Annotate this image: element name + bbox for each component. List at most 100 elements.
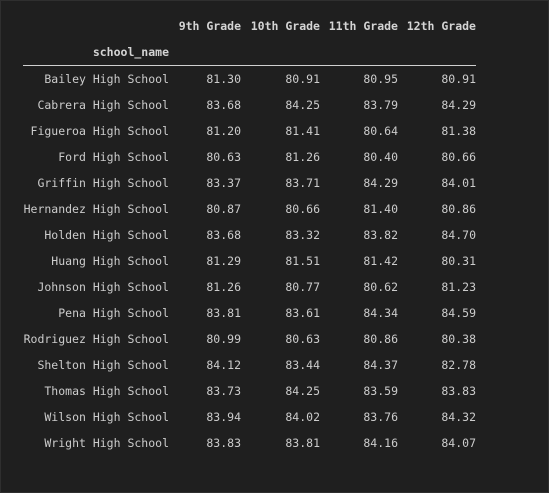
cell-grade-score: 81.38	[441, 124, 476, 138]
row-index-school-name: Pena High School	[58, 306, 169, 320]
cell-grade-score: 83.59	[363, 384, 398, 398]
row-index-school-name: Rodriguez High School	[23, 332, 169, 346]
cell-grade-score: 81.26	[285, 150, 320, 164]
table-row: Holden High School 83.68 83.32 83.82 84.70	[23, 222, 476, 248]
cell-grade-score: 84.70	[441, 228, 476, 242]
index-name-row: school_name	[23, 39, 476, 66]
cell-grade-score: 80.40	[363, 150, 398, 164]
cell-grade-score: 83.82	[363, 228, 398, 242]
cell-grade-score: 83.94	[206, 410, 241, 424]
table-row: Huang High School 81.29 81.51 81.42 80.31	[23, 248, 476, 274]
cell-grade-score: 80.86	[363, 332, 398, 346]
cell-grade-score: 80.63	[206, 150, 241, 164]
index-name-header: school_name	[92, 45, 169, 59]
row-index-school-name: Thomas High School	[44, 384, 169, 398]
cell-grade-score: 83.81	[285, 436, 320, 450]
row-index-school-name: Holden High School	[44, 228, 169, 242]
row-index-school-name: Huang High School	[51, 254, 169, 268]
cell-grade-score: 84.25	[285, 98, 320, 112]
row-index-school-name: Ford High School	[58, 150, 169, 164]
table-row: Pena High School 83.81 83.61 84.34 84.59	[23, 300, 476, 326]
cell-grade-score: 80.91	[441, 72, 476, 86]
cell-grade-score: 84.12	[206, 358, 241, 372]
table-row: Johnson High School 81.26 80.77 80.62 81.23	[23, 274, 476, 300]
table-row: Ford High School 80.63 81.26 80.40 80.66	[23, 144, 476, 170]
cell-grade-score: 81.51	[285, 254, 320, 268]
row-index-school-name: Cabrera High School	[37, 98, 169, 112]
cell-grade-score: 83.81	[206, 306, 241, 320]
blank-header-cell	[398, 39, 476, 66]
blank-header-cell	[241, 39, 320, 66]
table-header: 9th Grade 10th Grade 11th Grade 12th Gra…	[23, 13, 476, 66]
cell-grade-score: 83.83	[441, 384, 476, 398]
cell-grade-score: 84.07	[441, 436, 476, 450]
cell-grade-score: 83.76	[363, 410, 398, 424]
column-header-10th-grade: 10th Grade	[250, 19, 320, 33]
row-index-school-name: Hernandez High School	[23, 202, 169, 216]
table-row: Bailey High School 81.30 80.91 80.95 80.91	[23, 66, 476, 93]
cell-grade-score: 83.68	[206, 228, 241, 242]
cell-grade-score: 81.40	[363, 202, 398, 216]
cell-grade-score: 84.34	[363, 306, 398, 320]
cell-grade-score: 81.30	[206, 72, 241, 86]
cell-grade-score: 80.31	[441, 254, 476, 268]
cell-grade-score: 84.37	[363, 358, 398, 372]
cell-grade-score: 80.77	[285, 280, 320, 294]
row-index-school-name: Bailey High School	[44, 72, 169, 86]
cell-grade-score: 80.87	[206, 202, 241, 216]
cell-grade-score: 80.63	[285, 332, 320, 346]
cell-grade-score: 80.95	[363, 72, 398, 86]
row-index-school-name: Griffin High School	[37, 176, 169, 190]
cell-grade-score: 84.02	[285, 410, 320, 424]
column-header-row: 9th Grade 10th Grade 11th Grade 12th Gra…	[23, 13, 476, 39]
table-row: Cabrera High School 83.68 84.25 83.79 84.29	[23, 92, 476, 118]
cell-grade-score: 82.78	[441, 358, 476, 372]
cell-grade-score: 80.66	[441, 150, 476, 164]
table-row: Rodriguez High School 80.99 80.63 80.86 80.3…	[23, 326, 476, 352]
cell-grade-score: 84.32	[441, 410, 476, 424]
cell-grade-score: 83.44	[285, 358, 320, 372]
blank-header-cell	[169, 39, 241, 66]
cell-grade-score: 84.29	[363, 176, 398, 190]
row-index-school-name: Shelton High School	[37, 358, 169, 372]
cell-grade-score: 83.71	[285, 176, 320, 190]
cell-grade-score: 80.86	[441, 202, 476, 216]
row-index-school-name: Johnson High School	[37, 280, 169, 294]
cell-grade-score: 81.29	[206, 254, 241, 268]
cell-grade-score: 80.66	[285, 202, 320, 216]
cell-grade-score: 83.68	[206, 98, 241, 112]
cell-grade-score: 81.42	[363, 254, 398, 268]
cell-grade-score: 81.23	[441, 280, 476, 294]
cell-grade-score: 83.32	[285, 228, 320, 242]
cell-grade-score: 84.01	[441, 176, 476, 190]
cell-grade-score: 80.91	[285, 72, 320, 86]
row-index-school-name: Wilson High School	[44, 410, 169, 424]
column-header-12th-grade: 12th Grade	[406, 19, 476, 33]
table-row: Griffin High School 83.37 83.71 84.29 84.01	[23, 170, 476, 196]
cell-grade-score: 83.61	[285, 306, 320, 320]
cell-grade-score: 81.41	[285, 124, 320, 138]
row-index-school-name: Wright High School	[44, 436, 169, 450]
cell-grade-score: 83.73	[206, 384, 241, 398]
row-index-school-name: Figueroa High School	[30, 124, 169, 138]
cell-grade-score: 84.29	[441, 98, 476, 112]
cell-grade-score: 84.59	[441, 306, 476, 320]
blank-corner-header	[23, 13, 169, 39]
dataframe-table: 9th Grade 10th Grade 11th Grade 12th Gra…	[23, 13, 476, 456]
column-header-9th-grade: 9th Grade	[178, 19, 241, 33]
cell-grade-score: 80.64	[363, 124, 398, 138]
cell-grade-score: 84.16	[363, 436, 398, 450]
cell-grade-score: 80.38	[441, 332, 476, 346]
table-row: Thomas High School 83.73 84.25 83.59 83.83	[23, 378, 476, 404]
cell-grade-score: 81.26	[206, 280, 241, 294]
table-row: Wilson High School 83.94 84.02 83.76 84.32	[23, 404, 476, 430]
table-body: Bailey High School 81.30 80.91 80.95 80.91 Ca…	[23, 66, 476, 457]
table-row: Hernandez High School 80.87 80.66 81.40 80.8…	[23, 196, 476, 222]
cell-grade-score: 80.62	[363, 280, 398, 294]
cell-grade-score: 83.37	[206, 176, 241, 190]
cell-grade-score: 81.20	[206, 124, 241, 138]
cell-grade-score: 83.83	[206, 436, 241, 450]
cell-grade-score: 80.99	[206, 332, 241, 346]
blank-header-cell	[320, 39, 398, 66]
